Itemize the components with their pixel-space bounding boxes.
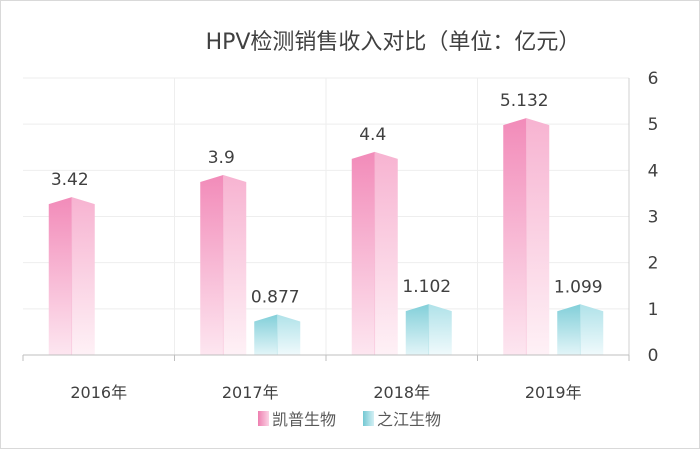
y-axis: 0 1 2 3 4 5 6 <box>628 69 659 366</box>
legend-item-kaipu: 凯普生物 <box>258 410 336 429</box>
bar-face-side <box>526 118 550 356</box>
bar-face-front <box>254 314 278 355</box>
bar-face-front <box>351 151 375 355</box>
x-tick-label: 2017年 <box>222 383 279 402</box>
bar-face-front <box>557 304 581 355</box>
y-tick-label: 2 <box>648 254 659 274</box>
y-tick-label: 0 <box>648 346 659 366</box>
legend-swatch-kaipu <box>258 411 269 426</box>
y-tick-label: 3 <box>648 208 659 228</box>
y-tick-label: 6 <box>648 69 659 89</box>
data-label: 4.4 <box>359 125 386 145</box>
bar <box>405 304 452 355</box>
bar-face-front <box>200 174 224 355</box>
bar-face-side <box>580 304 604 355</box>
bar-face-side <box>428 304 452 355</box>
legend-label-zhijiang: 之江生物 <box>377 410 441 429</box>
bar-face-side <box>277 314 301 355</box>
y-tick-label: 1 <box>648 300 659 320</box>
data-label: 1.102 <box>402 277 451 297</box>
bar <box>557 304 604 355</box>
bar-face-front <box>503 118 527 356</box>
bar-face-side <box>374 151 398 355</box>
data-label: 3.42 <box>51 170 89 190</box>
data-label: 3.9 <box>208 148 235 168</box>
data-label: 5.132 <box>500 91 549 111</box>
x-tick-label: 2016年 <box>70 383 127 402</box>
bar-face-side <box>71 197 95 355</box>
legend-label-kaipu: 凯普生物 <box>272 410 336 429</box>
bar <box>503 118 550 356</box>
data-label: 1.099 <box>554 277 603 297</box>
x-tick-label: 2018年 <box>373 383 430 402</box>
bars <box>48 118 604 356</box>
y-tick-label: 4 <box>648 161 659 181</box>
bar-face-front <box>48 197 72 355</box>
bar-face-front <box>405 304 429 355</box>
bar-face-side <box>223 174 247 355</box>
x-tick-label: 2019年 <box>525 383 582 402</box>
data-labels: 3.42 3.9 4.4 5.132 0.877 1.102 1.099 <box>51 91 603 307</box>
legend: 凯普生物 之江生物 <box>258 410 441 429</box>
y-tick-label: 5 <box>648 115 659 135</box>
bar <box>200 174 247 355</box>
bar <box>254 314 301 355</box>
chart-title: HPV检测销售收入对比（单位：亿元） <box>206 30 581 55</box>
data-label: 0.877 <box>251 288 300 308</box>
bar <box>351 151 398 355</box>
x-axis: 2016年 2017年 2018年 2019年 <box>22 354 630 402</box>
bar <box>48 197 95 355</box>
legend-item-zhijiang: 之江生物 <box>363 410 441 429</box>
legend-swatch-zhijiang <box>363 411 374 426</box>
